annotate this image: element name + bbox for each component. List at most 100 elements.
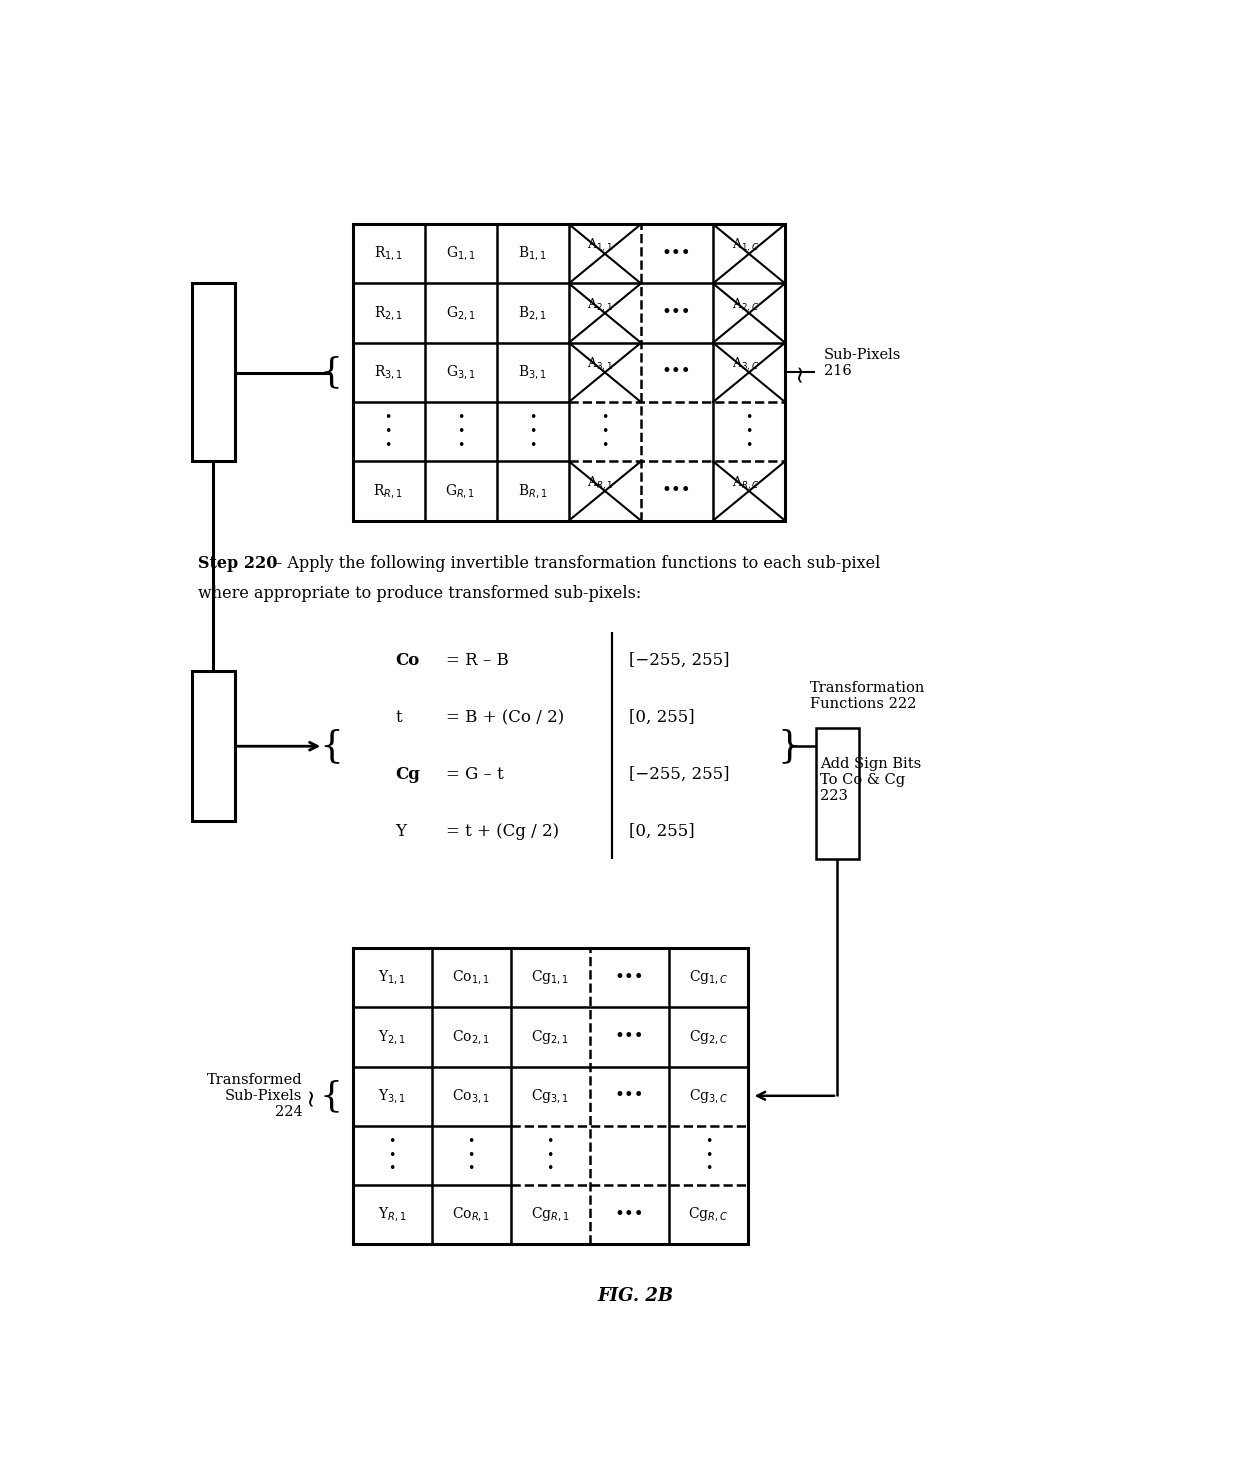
- Bar: [192, 283, 234, 461]
- Text: •: •: [601, 411, 608, 424]
- Bar: [816, 728, 858, 860]
- Text: Step 220: Step 220: [197, 555, 277, 572]
- Text: R$_{1,1}$: R$_{1,1}$: [373, 245, 403, 262]
- Text: [−255, 255]: [−255, 255]: [629, 653, 730, 669]
- Text: = R – B: = R – B: [445, 653, 508, 669]
- Text: •: •: [456, 411, 464, 424]
- Text: Y: Y: [396, 823, 407, 839]
- Text: •: •: [456, 439, 464, 452]
- Text: {: {: [319, 728, 343, 764]
- Bar: [192, 670, 234, 822]
- Text: •: •: [547, 1163, 554, 1176]
- Text: •: •: [388, 1134, 396, 1148]
- Text: •••: •••: [662, 363, 692, 381]
- Text: ~: ~: [787, 362, 811, 383]
- Text: A$_{3,1}$: A$_{3,1}$: [587, 356, 613, 374]
- Text: ~: ~: [298, 1086, 322, 1106]
- Text: B$_{2,1}$: B$_{2,1}$: [518, 304, 547, 322]
- Text: •: •: [547, 1149, 554, 1161]
- Text: Cg$_{2,C}$: Cg$_{2,C}$: [688, 1028, 728, 1046]
- Text: Cg$_{3,1}$: Cg$_{3,1}$: [531, 1087, 569, 1105]
- Text: •: •: [456, 424, 464, 437]
- Text: •: •: [704, 1163, 712, 1176]
- Text: Co$_{2,1}$: Co$_{2,1}$: [453, 1028, 490, 1046]
- Text: •••: •••: [662, 482, 692, 500]
- Text: •••: •••: [615, 1206, 644, 1223]
- Text: Y$_{2,1}$: Y$_{2,1}$: [378, 1028, 407, 1046]
- Text: Cg$_{3,C}$: Cg$_{3,C}$: [688, 1087, 728, 1105]
- Text: G$_{2,1}$: G$_{2,1}$: [445, 304, 475, 322]
- Text: B$_{3,1}$: B$_{3,1}$: [518, 363, 547, 381]
- Text: G$_{1,1}$: G$_{1,1}$: [445, 245, 475, 262]
- Text: Cg$_{R,1}$: Cg$_{R,1}$: [531, 1206, 569, 1223]
- Text: •: •: [704, 1134, 712, 1148]
- Text: •: •: [384, 424, 392, 437]
- Text: B$_{1,1}$: B$_{1,1}$: [518, 245, 547, 262]
- Text: {: {: [320, 356, 342, 390]
- Text: Co: Co: [396, 653, 419, 669]
- Text: A$_{3,C}$: A$_{3,C}$: [732, 356, 759, 374]
- Text: •: •: [704, 1149, 712, 1161]
- Text: = t + (Cg / 2): = t + (Cg / 2): [445, 823, 559, 839]
- Text: •: •: [547, 1134, 554, 1148]
- Text: •: •: [384, 439, 392, 452]
- Text: [−255, 255]: [−255, 255]: [629, 765, 730, 783]
- Text: G$_{3,1}$: G$_{3,1}$: [445, 363, 475, 381]
- Text: Co$_{3,1}$: Co$_{3,1}$: [453, 1087, 490, 1105]
- Text: B$_{R,1}$: B$_{R,1}$: [518, 482, 547, 500]
- Text: •: •: [467, 1163, 475, 1176]
- Text: Transformation
Functions 222: Transformation Functions 222: [810, 681, 925, 710]
- Text: •: •: [601, 424, 608, 437]
- Text: [0, 255]: [0, 255]: [629, 709, 694, 727]
- Text: •: •: [388, 1163, 396, 1176]
- Bar: [352, 224, 785, 521]
- Text: – Apply the following invertible transformation functions to each sub-pixel: – Apply the following invertible transfo…: [269, 555, 880, 572]
- Text: •: •: [528, 424, 536, 437]
- Text: A$_{2,C}$: A$_{2,C}$: [732, 297, 759, 314]
- Text: A$_{R,1}$: A$_{R,1}$: [587, 475, 613, 491]
- Text: = G – t: = G – t: [445, 765, 503, 783]
- Text: Cg$_{R,C}$: Cg$_{R,C}$: [688, 1206, 728, 1223]
- Text: R$_{2,1}$: R$_{2,1}$: [373, 304, 403, 322]
- Text: •: •: [745, 424, 753, 437]
- Text: }: }: [777, 728, 801, 764]
- Text: A$_{1,1}$: A$_{1,1}$: [587, 237, 613, 255]
- Text: A$_{R,C}$: A$_{R,C}$: [732, 475, 759, 491]
- Text: R$_{3,1}$: R$_{3,1}$: [373, 363, 403, 381]
- Text: •••: •••: [615, 1028, 644, 1046]
- Text: •: •: [601, 439, 608, 452]
- Text: Transformed
Sub-Pixels
224: Transformed Sub-Pixels 224: [207, 1072, 303, 1120]
- Text: A$_{2,1}$: A$_{2,1}$: [587, 297, 613, 314]
- Text: Y$_{1,1}$: Y$_{1,1}$: [378, 968, 407, 986]
- Text: Y$_{3,1}$: Y$_{3,1}$: [378, 1087, 407, 1105]
- Text: = B + (Co / 2): = B + (Co / 2): [445, 709, 564, 727]
- Text: [0, 255]: [0, 255]: [629, 823, 694, 839]
- Text: G$_{R,1}$: G$_{R,1}$: [445, 482, 475, 500]
- Text: Co$_{1,1}$: Co$_{1,1}$: [453, 968, 490, 986]
- Text: •: •: [745, 439, 753, 452]
- Text: Cg$_{1,C}$: Cg$_{1,C}$: [688, 968, 728, 986]
- Text: •: •: [528, 439, 536, 452]
- Bar: [352, 948, 748, 1244]
- Text: Sub-Pixels
216: Sub-Pixels 216: [823, 347, 901, 378]
- Text: {: {: [320, 1080, 342, 1114]
- Text: Co$_{R,1}$: Co$_{R,1}$: [453, 1206, 490, 1223]
- Text: Cg$_{1,1}$: Cg$_{1,1}$: [531, 968, 569, 986]
- Text: •: •: [528, 411, 536, 424]
- Text: R$_{R,1}$: R$_{R,1}$: [373, 482, 403, 500]
- Text: FIG. 2B: FIG. 2B: [598, 1287, 673, 1305]
- Text: Cg: Cg: [396, 765, 420, 783]
- Text: •: •: [467, 1149, 475, 1161]
- Text: Cg$_{2,1}$: Cg$_{2,1}$: [531, 1028, 569, 1046]
- Text: •: •: [388, 1149, 396, 1161]
- Text: •••: •••: [662, 245, 692, 262]
- Text: •••: •••: [662, 304, 692, 322]
- Text: Add Sign Bits
To Co & Cg
223: Add Sign Bits To Co & Cg 223: [820, 756, 921, 804]
- Text: •••: •••: [615, 968, 644, 986]
- Text: •: •: [745, 411, 753, 424]
- Text: t: t: [396, 709, 402, 727]
- Text: •: •: [384, 411, 392, 424]
- Text: where appropriate to produce transformed sub-pixels:: where appropriate to produce transformed…: [197, 584, 641, 602]
- Text: •: •: [467, 1134, 475, 1148]
- Text: A$_{1,C}$: A$_{1,C}$: [732, 237, 759, 255]
